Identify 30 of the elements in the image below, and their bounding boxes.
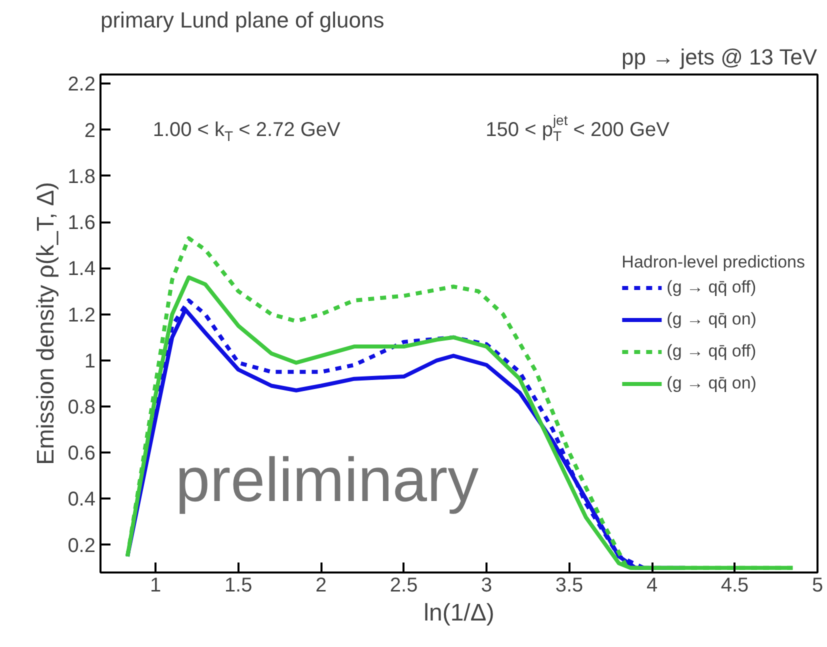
y-tick-label: 1.8 [68, 166, 96, 188]
y-tick-label: 1.2 [68, 304, 96, 326]
y-tick-label: 1.6 [68, 212, 96, 234]
x-tick-label: 5 [812, 574, 824, 596]
legend-label: (g → qq̄ off) [666, 342, 756, 362]
x-tick-label: 4.5 [720, 574, 749, 596]
x-tick-label: 1.5 [224, 574, 252, 596]
chart-subtitle: pp → jets @ 13 TeV [622, 44, 818, 70]
legend-title: Hadron-level predictions [622, 252, 805, 272]
x-tick-label: 2 [316, 574, 327, 596]
x-tick-label: 2.5 [390, 574, 418, 596]
y-tick-label: 0.8 [68, 396, 96, 418]
y-tick-label: 2.2 [68, 74, 96, 96]
y-tick-label: 1 [84, 350, 96, 372]
x-tick-label: 4 [646, 574, 658, 596]
chart-title: primary Lund plane of gluons [100, 8, 384, 32]
x-tick-label: 3 [480, 574, 492, 596]
y-tick-label: 0.4 [68, 488, 96, 511]
y-axis-title: Emission density ρ(k_T, Δ) [32, 182, 60, 466]
legend-label: (g → qq̄ on) [666, 310, 756, 330]
annotation: preliminary [175, 446, 479, 515]
y-tick-label: 2 [84, 120, 96, 142]
x-axis-title: ln(1/Δ) [424, 600, 494, 626]
legend-label: (g → qq̄ off) [666, 278, 756, 298]
y-tick-label: 0.2 [68, 534, 96, 557]
x-tick-label: 1 [150, 574, 162, 596]
y-tick-label: 1.4 [68, 258, 96, 280]
y-tick-label: 0.6 [68, 442, 96, 465]
legend-label: (g → qq̄ on) [666, 374, 756, 394]
x-tick-label: 3.5 [555, 574, 584, 596]
